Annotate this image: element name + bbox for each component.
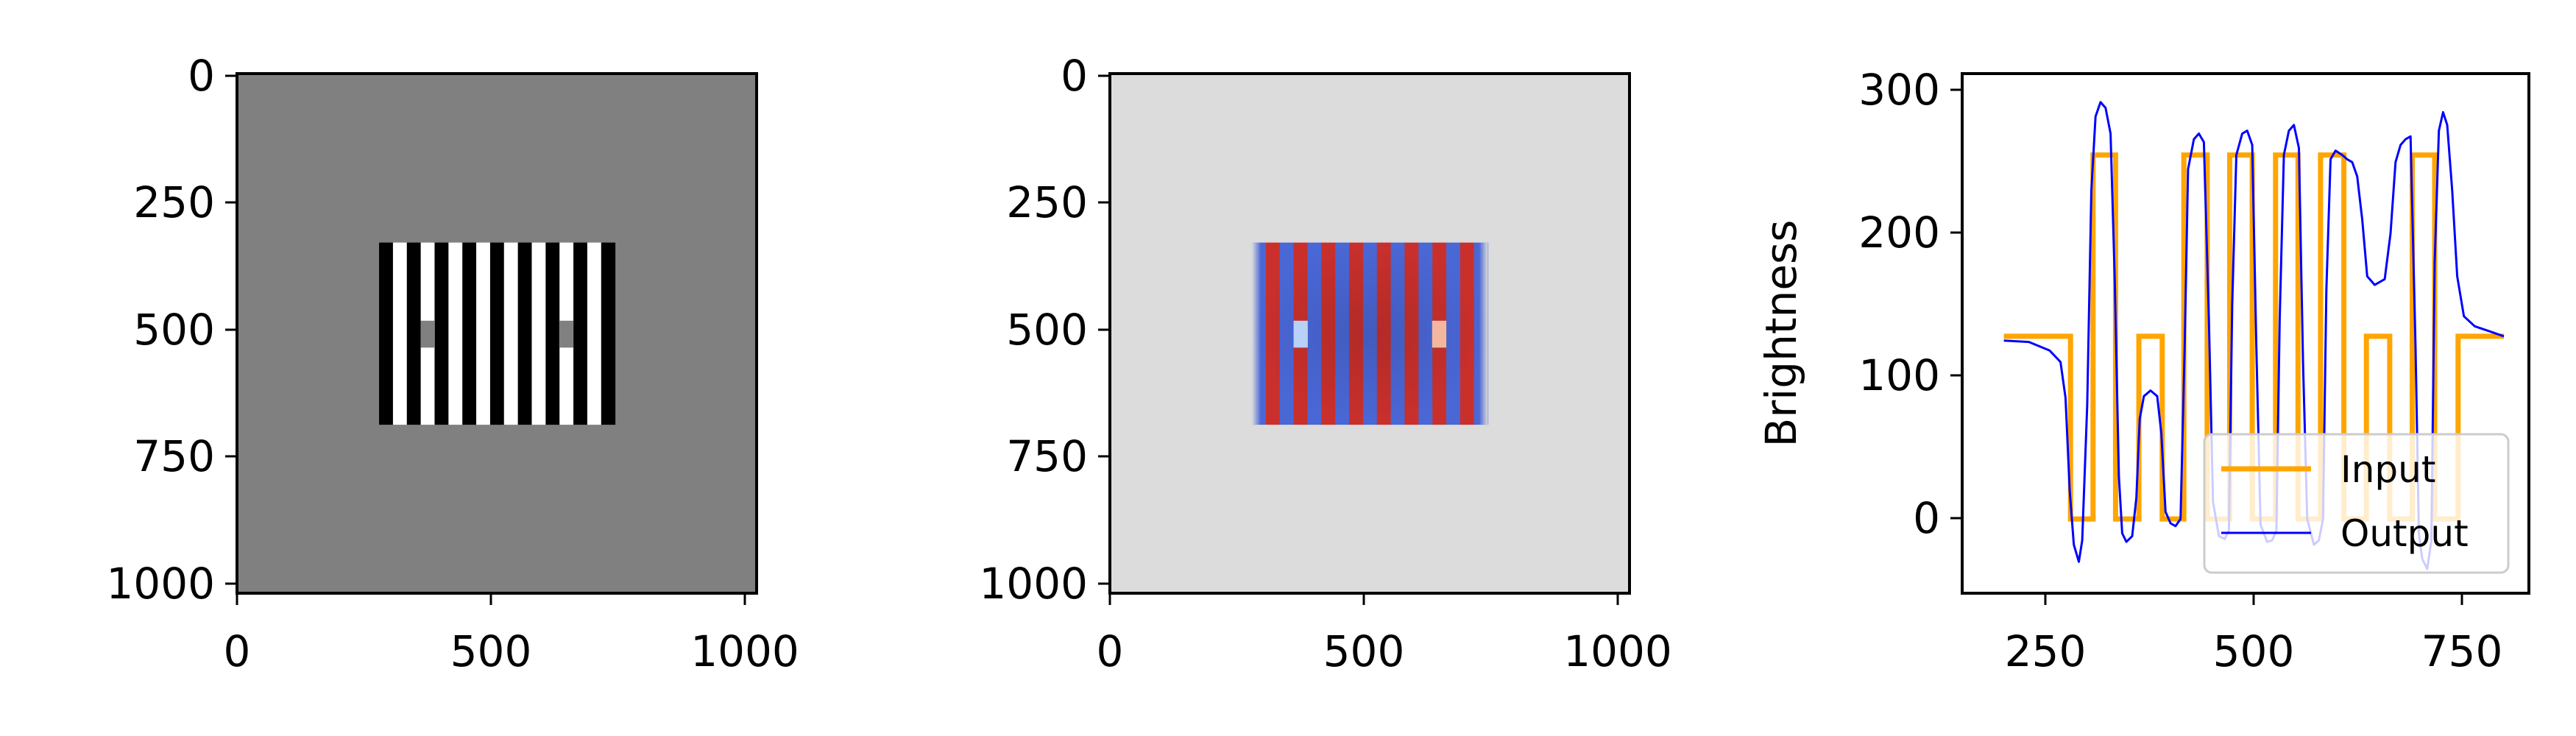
- panel2-ytick-label: 500: [1006, 305, 1088, 355]
- panel2-test-patch: [1432, 320, 1447, 348]
- panel1-xtick-label: 1000: [690, 626, 799, 676]
- panel-input-image: 0 250 500 750 1000 0 500 1000: [106, 51, 799, 676]
- panel3-ytick-label: 300: [1858, 65, 1940, 115]
- legend-input-label: Input: [2340, 448, 2435, 491]
- panel1-stripe: [462, 242, 477, 425]
- panel1-stripe: [406, 242, 422, 425]
- panel2-center-shade: [1252, 242, 1488, 425]
- panel1-test-patch: [420, 320, 435, 348]
- legend-output-label: Output: [2340, 512, 2469, 555]
- panel2-frame: [1108, 72, 1631, 595]
- panel3-xtick-label: 500: [2213, 626, 2295, 676]
- panel2-test-patches: [1293, 320, 1447, 348]
- panel1-stripe: [476, 242, 491, 425]
- panel2-xtick-label: 500: [1323, 626, 1405, 676]
- panel1-test-patch: [559, 320, 574, 348]
- panel1-stripe: [587, 242, 602, 425]
- panel3-frame: [1961, 72, 2530, 595]
- output-series-line: [2003, 101, 2505, 570]
- panel1-stripe: [531, 242, 546, 425]
- panel2-ytick-label: 1000: [979, 559, 1088, 609]
- panel3-xtick-label: 250: [2005, 626, 2087, 676]
- panel1-stripe: [573, 242, 588, 425]
- panel3-ytick-label: 200: [1858, 208, 1940, 258]
- panel1-ytick-label: 500: [133, 305, 215, 355]
- panel1-ytick-label: 0: [188, 51, 215, 101]
- panel1-ytick-label: 1000: [106, 559, 215, 609]
- panel3-xtick-label: 750: [2421, 626, 2503, 676]
- panel1-stripe: [489, 242, 505, 425]
- panel1-stripe: [601, 242, 616, 425]
- panel2-xaxis: 0 500 1000: [1097, 593, 1672, 676]
- panel1-stripe: [379, 242, 394, 425]
- panel2-test-patch: [1293, 320, 1308, 348]
- panel2-xtick-label: 0: [1097, 626, 1124, 676]
- panel1-stripe: [448, 242, 463, 425]
- panel1-stripe: [517, 242, 532, 425]
- panel1-xtick-label: 0: [224, 626, 251, 676]
- panel1-stripe: [545, 242, 560, 425]
- panel1-ytick-label: 750: [133, 431, 215, 481]
- panel3-yaxis: 0 100 200 300 Brightness: [1756, 65, 1962, 543]
- panel1-test-patches: [420, 320, 574, 348]
- panel3-xaxis: 250 500 750: [2005, 593, 2503, 676]
- panel3-ytick-label: 100: [1858, 350, 1940, 400]
- panel-output-image: 0 250 500 750 1000 0 500 1000: [979, 51, 1671, 676]
- panel2-yaxis: 0 250 500 750 1000: [979, 51, 1110, 609]
- panel1-yaxis: 0 250 500 750 1000: [106, 51, 237, 609]
- panel1-xaxis: 0 500 1000: [224, 593, 799, 676]
- panel3-ytick-label: 0: [1913, 493, 1940, 543]
- panel1-stripe: [503, 242, 519, 425]
- panel1-stripe: [434, 242, 449, 425]
- legend: Input Output: [2203, 433, 2510, 574]
- panel-brightness-profile: 0 100 200 300 Brightness 250 500 750 Inp…: [1756, 65, 2530, 676]
- panel3-ylabel: Brightness: [1756, 220, 1806, 447]
- panel2-ytick-label: 250: [1006, 177, 1088, 227]
- panel1-stripe: [392, 242, 408, 425]
- panel2-ytick-label: 750: [1006, 431, 1088, 481]
- panel1-ytick-label: 250: [133, 177, 215, 227]
- panel1-xtick-label: 500: [450, 626, 532, 676]
- panel2-grating: [1252, 242, 1489, 425]
- panel2-xtick-label: 1000: [1563, 626, 1672, 676]
- panel1-grating: [379, 242, 616, 425]
- panel2-ytick-label: 0: [1061, 51, 1088, 101]
- panel1-frame: [236, 72, 758, 595]
